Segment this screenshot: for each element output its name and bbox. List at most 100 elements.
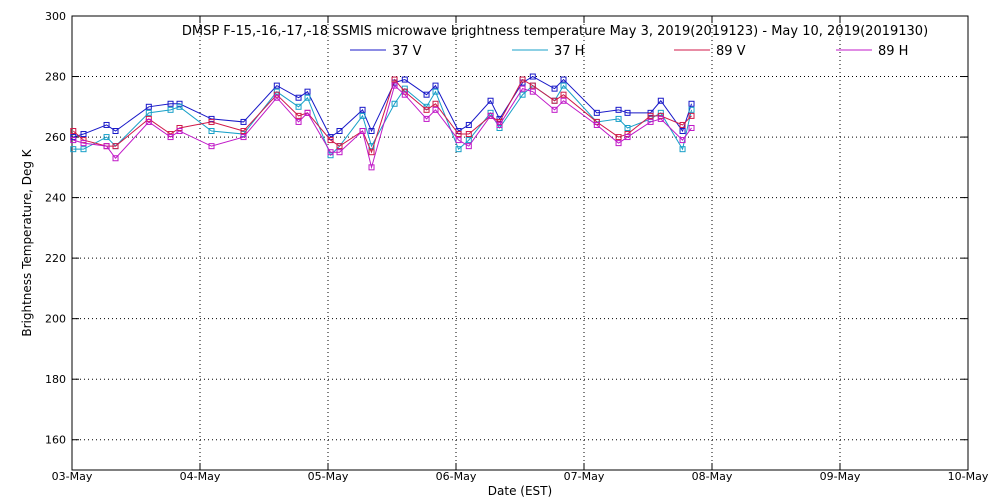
y-tick-label: 240	[45, 192, 66, 205]
series-marker-89-h	[112, 155, 119, 162]
series-marker-37-v	[304, 88, 311, 95]
series-marker-37-h	[624, 124, 631, 131]
tick-layer: 03-May 04-May 05-May 06-May 07-May 08-May 09-M…	[45, 10, 989, 483]
series-marker-37-v	[295, 94, 302, 101]
series-marker-89-h	[70, 137, 77, 144]
series-marker-37-h	[176, 103, 183, 110]
series-marker-89-h	[176, 128, 183, 135]
series-marker-89-v	[240, 128, 247, 135]
x-axis-label: Date (EST)	[488, 484, 552, 498]
series-marker-89-v	[465, 131, 472, 138]
series-marker-89-h	[519, 85, 526, 92]
series-marker-89-h	[401, 91, 408, 98]
series-marker-37-v	[551, 85, 558, 92]
series-marker-89-v	[112, 143, 119, 150]
series-marker-37-v	[359, 106, 366, 113]
series-marker-89-v	[519, 76, 526, 83]
x-tick-label: 08-May	[692, 470, 733, 483]
series-marker-37-h	[615, 115, 622, 122]
series-marker-37-h	[465, 137, 472, 144]
series-marker-89-h	[368, 164, 375, 171]
series-marker-89-v	[455, 131, 462, 138]
series-marker-37-v	[679, 128, 686, 135]
series-marker-37-h	[103, 134, 110, 141]
y-tick-label: 260	[45, 131, 66, 144]
series-marker-37-h	[208, 128, 215, 135]
y-tick-label: 200	[45, 313, 66, 326]
series-marker-37-v	[529, 73, 536, 80]
series-marker-37-v	[647, 109, 654, 116]
series-marker-89-v	[688, 112, 695, 119]
series-marker-37-h	[167, 106, 174, 113]
series-marker-37-h	[455, 146, 462, 153]
y-tick-label: 220	[45, 252, 66, 265]
series-marker-89-h	[359, 128, 366, 135]
x-tick-label: 07-May	[564, 470, 605, 483]
legend: 37 V 37 H 89 V 89 H	[350, 44, 908, 59]
series-marker-89-h	[560, 97, 567, 104]
series-marker-37-v	[208, 115, 215, 122]
series-marker-37-h	[327, 152, 334, 159]
series-marker-89-h	[624, 134, 631, 141]
series-marker-89-v	[432, 100, 439, 107]
series-marker-37-v	[688, 100, 695, 107]
series-marker-89-h	[679, 137, 686, 144]
series-marker-37-h	[679, 146, 686, 153]
series-marker-37-v	[593, 109, 600, 116]
x-tick-label: 04-May	[180, 470, 221, 483]
x-tick-label: 09-May	[820, 470, 861, 483]
series-marker-89-v	[647, 112, 654, 119]
series-marker-37-v	[336, 128, 343, 135]
series-marker-37-v	[103, 121, 110, 128]
series-marker-89-h	[167, 134, 174, 141]
series-marker-89-h	[657, 115, 664, 122]
series-marker-89-v	[560, 91, 567, 98]
series-marker-89-h	[145, 118, 152, 125]
x-tick-label: 10-May	[948, 470, 989, 483]
series-marker-89-v	[368, 149, 375, 156]
series-marker-89-v	[551, 97, 558, 104]
x-tick-label: 06-May	[436, 470, 477, 483]
series-marker-37-v	[167, 100, 174, 107]
legend-label-89-h: 89 H	[878, 44, 908, 59]
x-tick-label: 05-May	[308, 470, 349, 483]
series-marker-89-h	[336, 149, 343, 156]
series-marker-37-h	[560, 82, 567, 89]
y-tick-label: 300	[45, 10, 66, 23]
series-marker-89-h	[80, 140, 87, 147]
series-marker-89-v	[336, 143, 343, 150]
series-marker-37-v	[423, 91, 430, 98]
series-marker-89-h	[455, 137, 462, 144]
series-marker-89-v	[529, 82, 536, 89]
x-tick-label: 03-May	[52, 470, 93, 483]
series-marker-89-h	[465, 143, 472, 150]
series-marker-37-h	[432, 88, 439, 95]
series-marker-89-v	[423, 106, 430, 113]
series-marker-37-h	[304, 94, 311, 101]
series-marker-37-h	[391, 100, 398, 107]
grid-layer	[72, 16, 968, 470]
series-marker-37-h	[295, 103, 302, 110]
series-marker-89-v	[327, 137, 334, 144]
series-marker-37-v	[465, 121, 472, 128]
series-marker-89-v	[679, 121, 686, 128]
series-marker-37-h	[80, 146, 87, 153]
series-marker-37-v	[145, 103, 152, 110]
series-marker-37-h	[70, 146, 77, 153]
series-marker-89-h	[647, 118, 654, 125]
series-marker-89-h	[529, 88, 536, 95]
series-marker-37-v	[487, 97, 494, 104]
series-marker-89-v	[295, 112, 302, 119]
series-marker-37-v	[70, 134, 77, 141]
series-marker-37-h	[688, 106, 695, 113]
y-tick-label: 180	[45, 373, 66, 386]
series-marker-37-v	[273, 82, 280, 89]
y-tick-label: 160	[45, 434, 66, 447]
series-marker-37-v	[240, 118, 247, 125]
series-layer	[70, 73, 695, 171]
chart-title: DMSP F-15,-16,-17,-18 SSMIS microwave br…	[182, 24, 928, 39]
series-marker-89-h	[391, 82, 398, 89]
